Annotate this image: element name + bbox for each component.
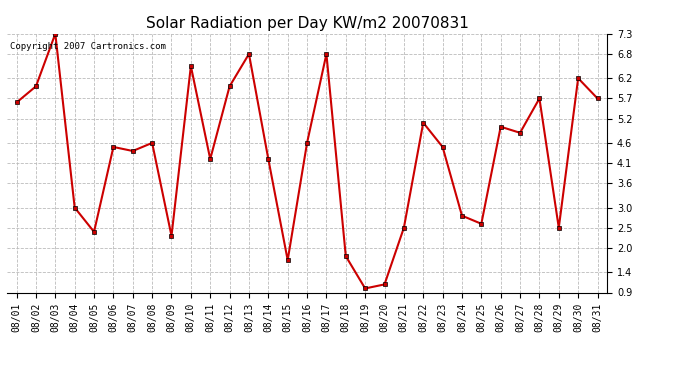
Text: Copyright 2007 Cartronics.com: Copyright 2007 Cartronics.com	[10, 42, 166, 51]
Title: Solar Radiation per Day KW/m2 20070831: Solar Radiation per Day KW/m2 20070831	[146, 16, 469, 31]
